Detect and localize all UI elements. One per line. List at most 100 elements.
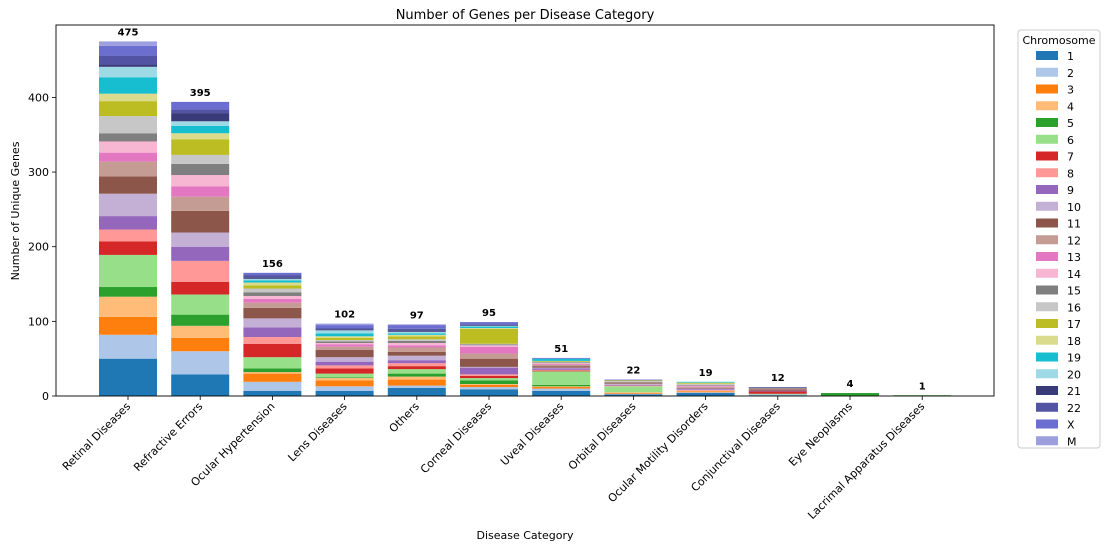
bar-segment [243, 327, 302, 338]
y-tick-label: 400 [28, 91, 49, 104]
bar-segment [460, 353, 518, 359]
bar-segment [748, 388, 807, 390]
bar-segment [171, 260, 230, 282]
bar-segment [676, 382, 735, 384]
legend-swatch [1036, 151, 1058, 161]
bar-segment [748, 387, 807, 389]
bar-segment [387, 379, 446, 386]
bar-segment [315, 344, 374, 347]
legend-swatch [1036, 402, 1058, 412]
bar-segment [99, 141, 157, 153]
legend-label: 14 [1067, 268, 1081, 281]
bar-segment [460, 384, 518, 388]
bar-total-label: 95 [482, 308, 496, 319]
legend-swatch [1036, 235, 1058, 245]
bar-segment [604, 380, 663, 382]
bar-segment [243, 285, 302, 289]
bar-segment [243, 337, 302, 344]
legend-label: 1 [1067, 50, 1074, 63]
bar-segment [532, 357, 591, 359]
bar-segment [387, 360, 446, 364]
bar-segment [460, 374, 518, 376]
legend-swatch [1036, 419, 1058, 429]
legend-label: M [1067, 435, 1077, 448]
bar-segment [460, 345, 518, 347]
bar-segment [676, 386, 735, 388]
bar-segment [532, 384, 591, 387]
bar-total-label: 1 [919, 381, 926, 392]
bar-segment [532, 361, 591, 363]
x-tick-label: Retinal Diseases [60, 400, 133, 473]
legend-swatch [1036, 134, 1058, 144]
bar-segment [99, 296, 157, 317]
bar-segment [99, 316, 157, 335]
bar-segment [243, 302, 302, 308]
bar-segment [171, 210, 230, 233]
bar-segment [387, 339, 446, 341]
bar-segment [243, 343, 302, 358]
bar-segment [315, 330, 374, 334]
bar-segment [748, 390, 807, 392]
bar-segment [532, 358, 591, 361]
bar-segment [460, 344, 518, 346]
bar-total-label: 4 [847, 379, 854, 390]
bar-segment [99, 66, 157, 78]
bar-segment [676, 393, 735, 396]
legend-swatch [1036, 118, 1058, 127]
bar-segment [171, 109, 230, 114]
bar-segment [243, 292, 302, 296]
bar-total-label: 51 [554, 344, 568, 355]
bar-segment [676, 390, 735, 392]
bar-segment [387, 387, 446, 396]
bar-segment [387, 340, 446, 343]
x-tick-label: Orbital Diseases [566, 400, 639, 473]
bar-segment [460, 324, 518, 326]
bar-segment [171, 314, 230, 326]
bar-total-label: 97 [410, 310, 424, 321]
bar-segment [748, 393, 807, 395]
bar-segment [676, 384, 735, 386]
bar-segment [315, 365, 374, 369]
bar-segment [460, 325, 518, 326]
y-axis-label: Number of Unique Genes [9, 141, 22, 280]
x-tick-label: Corneal Diseases [418, 400, 494, 476]
bar-segment [387, 363, 446, 367]
bar-segment [99, 358, 157, 396]
legend-swatch [1036, 51, 1058, 60]
bar-segment [99, 229, 157, 242]
bar-total-label: 19 [699, 368, 713, 379]
bar-segment [315, 337, 374, 341]
legend-swatch [1036, 268, 1058, 278]
bar-segment [460, 378, 518, 381]
bar-segment [171, 232, 230, 247]
bar-segment [315, 373, 374, 378]
bar-segment [315, 378, 374, 381]
bar-segment [748, 394, 807, 396]
bar-segment [676, 384, 735, 385]
bar-segment [243, 272, 302, 276]
y-tick-label: 200 [28, 241, 49, 254]
bar-segment [171, 125, 230, 134]
bar-total-label: 22 [626, 366, 640, 377]
legend-label: 18 [1067, 335, 1081, 348]
legend-label: 17 [1067, 318, 1081, 331]
bar-segment [171, 163, 230, 176]
bar-segment [532, 366, 591, 368]
y-tick-label: 100 [28, 315, 49, 328]
legend-label: 22 [1067, 402, 1081, 415]
bar-segment [171, 281, 230, 295]
bar-segment [460, 346, 518, 354]
bar-segment [604, 379, 663, 381]
bar-segment [171, 133, 230, 140]
bar-segment [315, 377, 374, 379]
bar-segment [99, 93, 157, 102]
bar-segment [99, 45, 157, 56]
bar-segment [532, 367, 591, 369]
bar-segment [460, 343, 518, 345]
legend-swatch [1036, 369, 1058, 379]
legend-frame [1017, 29, 1101, 449]
bar-segment [676, 385, 735, 387]
x-axis-label: Disease Category [476, 529, 573, 542]
bar-segment [387, 336, 446, 340]
